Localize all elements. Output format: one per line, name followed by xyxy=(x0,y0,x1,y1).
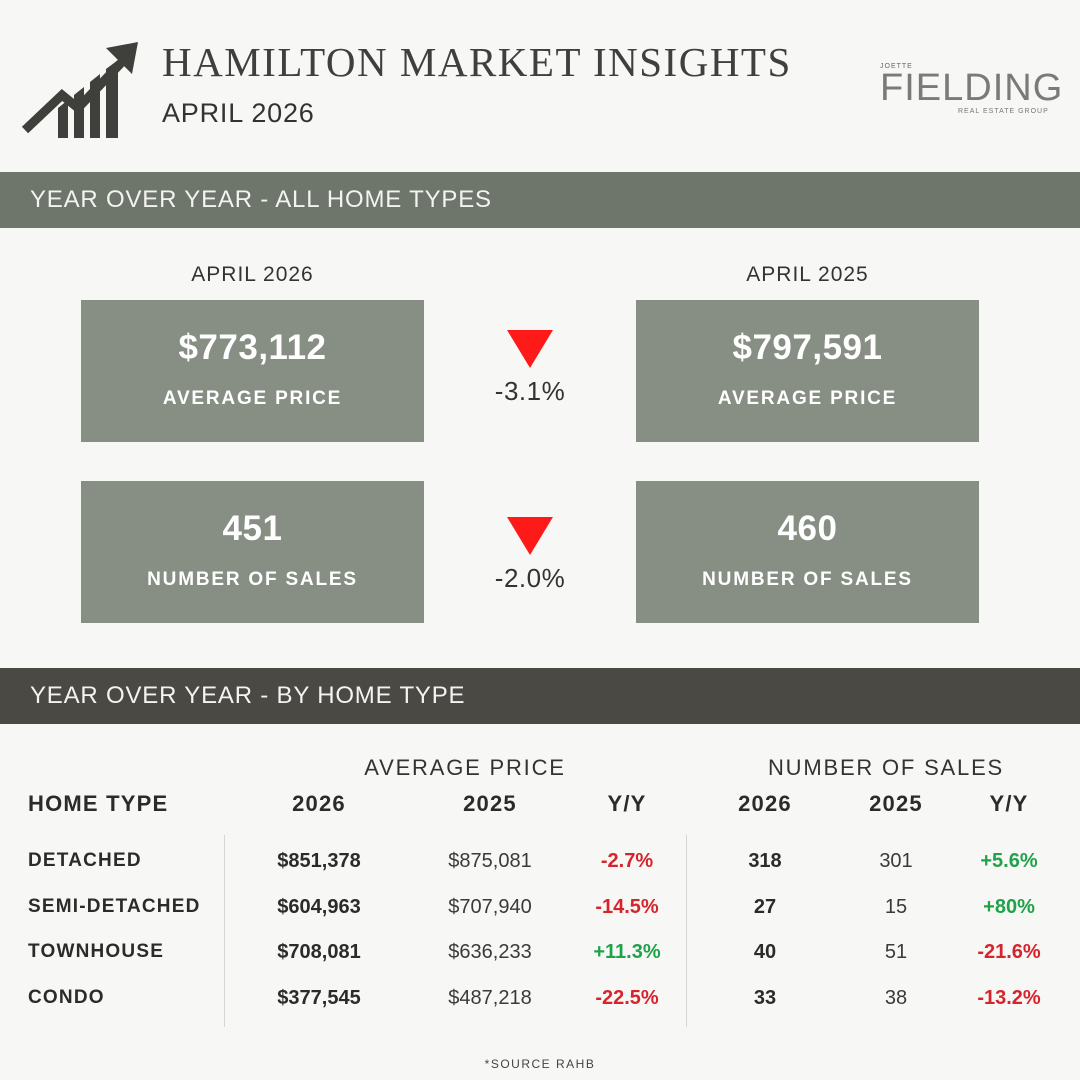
sales-previous-card: 460 NUMBER OF SALES xyxy=(636,481,979,623)
group-heading-average-price: AVERAGE PRICE xyxy=(364,755,566,780)
sales-yy-cell: +80% xyxy=(983,896,1035,918)
page-subtitle: APRIL 2026 xyxy=(162,98,315,128)
sales-yy-cell: -13.2% xyxy=(977,987,1041,1009)
sales-previous-label: NUMBER OF SALES xyxy=(702,569,913,590)
column-header-sales-2026: 2026 xyxy=(738,791,792,816)
price-2025-cell: $875,081 xyxy=(448,850,532,872)
column-header-home-type: HOME TYPE xyxy=(28,791,169,816)
section-heading-all-home-types: YEAR OVER YEAR - ALL HOME TYPES xyxy=(0,172,1080,228)
price-2026-cell: $377,545 xyxy=(277,987,361,1009)
red-down-triangle-icon xyxy=(507,330,553,368)
column-header-sales-yy: Y/Y xyxy=(989,791,1029,816)
sales-current-card: 451 NUMBER OF SALES xyxy=(81,481,424,623)
sales-yy-cell: -21.6% xyxy=(977,941,1041,963)
avg-price-previous-card: $797,591 AVERAGE PRICE xyxy=(636,300,979,442)
sales-2026-cell: 27 xyxy=(753,896,777,918)
avg-price-current-label: AVERAGE PRICE xyxy=(162,388,343,409)
group-heading-number-of-sales: NUMBER OF SALES xyxy=(767,755,1005,780)
price-yy-cell: -14.5% xyxy=(595,896,659,918)
sales-previous-value: 460 xyxy=(777,509,838,548)
trending-up-bar-chart-icon xyxy=(22,42,138,138)
price-2026-cell: $851,378 xyxy=(277,850,361,872)
sales-2025-cell: 15 xyxy=(884,896,908,918)
section-heading-by-home-type: YEAR OVER YEAR - BY HOME TYPE xyxy=(0,668,1080,724)
brand-small-text: JOETTE xyxy=(880,63,913,70)
avg-price-current-card: $773,112 AVERAGE PRICE xyxy=(81,300,424,442)
price-2025-cell: $707,940 xyxy=(448,896,532,918)
sales-2026-cell: 318 xyxy=(748,850,782,872)
table-row: CONDO $377,545 $487,218 -22.5% 33 38 -13… xyxy=(0,987,1080,1017)
sales-current-label: NUMBER OF SALES xyxy=(147,569,358,590)
brand-tagline: REAL ESTATE GROUP xyxy=(958,108,1049,115)
avg-price-change-value: -3.1% xyxy=(494,376,566,406)
avg-price-previous-label: AVERAGE PRICE xyxy=(717,388,898,409)
sales-change-value: -2.0% xyxy=(494,563,566,593)
source-note: *SOURCE RAHB xyxy=(484,1057,596,1071)
sales-2026-cell: 33 xyxy=(753,987,777,1009)
column-header-sales-2025: 2025 xyxy=(869,791,923,816)
sales-yy-cell: +5.6% xyxy=(980,850,1038,872)
price-yy-cell: +11.3% xyxy=(593,941,661,963)
price-2025-cell: $487,218 xyxy=(448,987,532,1009)
price-yy-cell: -2.7% xyxy=(600,850,654,872)
brand-logo: JOETTE FIELDING REAL ESTATE GROUP xyxy=(878,60,1068,120)
page-title: HAMILTON MARKET INSIGHTS xyxy=(162,39,792,85)
table-divider xyxy=(224,835,225,1027)
table-row: TOWNHOUSE $708,081 $636,233 +11.3% 40 51… xyxy=(0,941,1080,971)
period-current-label: APRIL 2026 xyxy=(191,263,314,286)
sales-2025-cell: 51 xyxy=(884,941,908,963)
sales-2025-cell: 38 xyxy=(884,987,908,1009)
home-type-cell: TOWNHOUSE xyxy=(28,941,165,962)
price-2026-cell: $604,963 xyxy=(277,896,361,918)
column-header-price-yy: Y/Y xyxy=(607,791,647,816)
table-row: SEMI-DETACHED $604,963 $707,940 -14.5% 2… xyxy=(0,896,1080,926)
column-header-price-2026: 2026 xyxy=(292,791,346,816)
table-row: DETACHED $851,378 $875,081 -2.7% 318 301… xyxy=(0,850,1080,880)
sales-2025-cell: 301 xyxy=(879,850,913,872)
period-previous-label: APRIL 2025 xyxy=(746,263,869,286)
sales-current-value: 451 xyxy=(222,509,283,548)
brand-name: FIELDING xyxy=(880,67,1064,109)
price-2025-cell: $636,233 xyxy=(448,941,532,963)
home-type-cell: DETACHED xyxy=(28,850,142,871)
home-type-cell: CONDO xyxy=(28,987,105,1008)
price-yy-cell: -22.5% xyxy=(595,987,659,1009)
avg-price-previous-value: $797,591 xyxy=(732,328,883,367)
sales-change: -2.0% xyxy=(455,517,605,594)
column-header-price-2025: 2025 xyxy=(463,791,517,816)
table-divider xyxy=(686,835,687,1027)
price-2026-cell: $708,081 xyxy=(277,941,361,963)
avg-price-change: -3.1% xyxy=(455,330,605,407)
avg-price-current-value: $773,112 xyxy=(178,328,327,367)
sales-2026-cell: 40 xyxy=(753,941,777,963)
home-type-cell: SEMI-DETACHED xyxy=(28,896,201,917)
red-down-triangle-icon xyxy=(507,517,553,555)
